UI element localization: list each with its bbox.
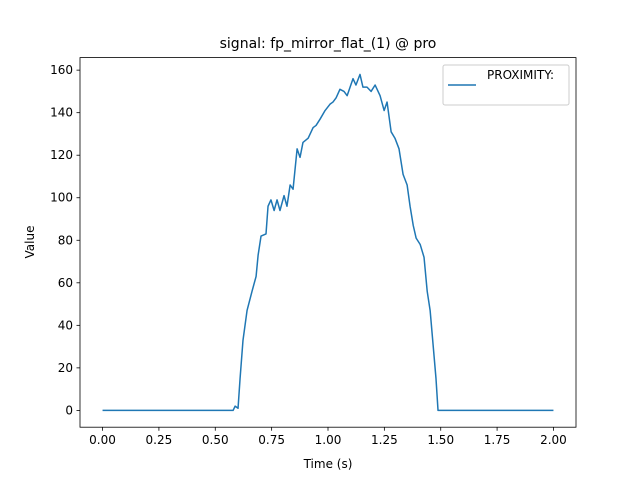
legend: PROXIMITY: (442, 64, 570, 106)
x-tick-label: 0.50 (202, 433, 229, 447)
x-tick-label: 1.25 (371, 433, 398, 447)
x-tick-label: 1.50 (427, 433, 454, 447)
y-tick-label: 40 (58, 318, 73, 332)
y-axis-label: Value (23, 226, 37, 259)
plot-frame (79, 57, 577, 428)
y-tick-label: 60 (58, 276, 73, 290)
legend-box (442, 64, 570, 106)
y-tick-label: 80 (58, 233, 73, 247)
x-tick-label: 0.75 (258, 433, 285, 447)
x-axis-label: Time (s) (303, 457, 353, 471)
x-tick-label: 2.00 (540, 433, 567, 447)
data-line (102, 73, 554, 412)
x-tick-label: 1.75 (484, 433, 511, 447)
y-tick-label: 100 (50, 191, 73, 205)
chart-title: signal: fp_mirror_flat_(1) @ pro (220, 36, 437, 52)
x-tick-label: 0.00 (89, 433, 116, 447)
y-tick-label: 140 (50, 106, 73, 120)
y-tick-label: 20 (58, 361, 73, 375)
y-tick-label: 0 (65, 403, 73, 417)
y-tick-label: 160 (50, 63, 73, 77)
legend-label: PROXIMITY: (487, 68, 554, 82)
x-tick-label: 0.25 (146, 433, 173, 447)
x-tick-label: 1.00 (315, 433, 342, 447)
y-tick-label: 120 (50, 148, 73, 162)
